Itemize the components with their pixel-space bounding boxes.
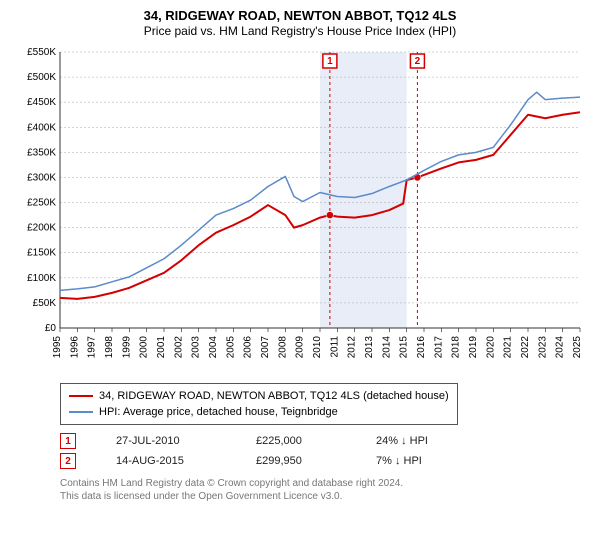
svg-text:2005: 2005 bbox=[225, 336, 236, 359]
svg-text:£250K: £250K bbox=[27, 198, 56, 209]
svg-text:2019: 2019 bbox=[468, 336, 479, 359]
svg-text:2011: 2011 bbox=[329, 336, 340, 358]
svg-text:£550K: £550K bbox=[27, 47, 56, 58]
svg-text:2009: 2009 bbox=[295, 336, 306, 359]
svg-text:2003: 2003 bbox=[191, 336, 202, 359]
svg-text:2024: 2024 bbox=[555, 336, 566, 359]
marker-badge: 2 bbox=[60, 453, 76, 469]
license-line-1: Contains HM Land Registry data © Crown c… bbox=[60, 477, 590, 490]
svg-text:1998: 1998 bbox=[104, 336, 115, 359]
svg-text:2017: 2017 bbox=[433, 336, 444, 359]
legend-swatch bbox=[69, 411, 93, 413]
svg-text:£500K: £500K bbox=[27, 72, 56, 83]
chart-container: 34, RIDGEWAY ROAD, NEWTON ABBOT, TQ12 4L… bbox=[0, 0, 600, 560]
svg-text:2010: 2010 bbox=[312, 336, 323, 359]
marker-row: 1 27-JUL-2010 £225,000 24% ↓ HPI bbox=[60, 433, 590, 449]
svg-text:2006: 2006 bbox=[243, 336, 254, 359]
svg-text:£350K: £350K bbox=[27, 147, 56, 158]
legend-label: 34, RIDGEWAY ROAD, NEWTON ABBOT, TQ12 4L… bbox=[99, 388, 449, 404]
marker-diff: 24% ↓ HPI bbox=[376, 435, 466, 447]
svg-text:2004: 2004 bbox=[208, 336, 219, 359]
svg-text:2020: 2020 bbox=[485, 336, 496, 359]
svg-text:2023: 2023 bbox=[537, 336, 548, 359]
legend-label: HPI: Average price, detached house, Teig… bbox=[99, 404, 338, 420]
svg-text:£450K: £450K bbox=[27, 97, 56, 108]
marker-diff: 7% ↓ HPI bbox=[376, 455, 466, 467]
legend-box: 34, RIDGEWAY ROAD, NEWTON ABBOT, TQ12 4L… bbox=[60, 383, 458, 425]
marker-price: £299,950 bbox=[256, 455, 336, 467]
svg-text:1: 1 bbox=[327, 56, 333, 67]
svg-text:1997: 1997 bbox=[87, 336, 98, 359]
svg-text:2007: 2007 bbox=[260, 336, 271, 359]
svg-text:2013: 2013 bbox=[364, 336, 375, 359]
svg-text:1996: 1996 bbox=[69, 336, 80, 359]
svg-text:2014: 2014 bbox=[381, 336, 392, 359]
svg-text:2021: 2021 bbox=[503, 336, 514, 359]
legend-swatch bbox=[69, 395, 93, 397]
svg-text:2022: 2022 bbox=[520, 336, 531, 359]
chart-area: £0 £50K £100K £150K £200K £250K £300K £350K £400… bbox=[10, 44, 590, 379]
svg-text:2016: 2016 bbox=[416, 336, 427, 359]
svg-text:£0: £0 bbox=[45, 323, 57, 334]
svg-text:£300K: £300K bbox=[27, 172, 56, 183]
svg-text:2012: 2012 bbox=[347, 336, 358, 359]
svg-text:2002: 2002 bbox=[173, 336, 184, 359]
svg-text:£200K: £200K bbox=[27, 223, 56, 234]
footer-block: 34, RIDGEWAY ROAD, NEWTON ABBOT, TQ12 4L… bbox=[10, 383, 590, 503]
marker-price: £225,000 bbox=[256, 435, 336, 447]
page-subtitle: Price paid vs. HM Land Registry's House … bbox=[10, 24, 590, 38]
marker-date: 27-JUL-2010 bbox=[116, 435, 216, 447]
marker-row: 2 14-AUG-2015 £299,950 7% ↓ HPI bbox=[60, 453, 590, 469]
svg-text:2015: 2015 bbox=[399, 336, 410, 359]
legend-item: HPI: Average price, detached house, Teig… bbox=[69, 404, 449, 420]
marker-table: 1 27-JUL-2010 £225,000 24% ↓ HPI 2 14-AUG-201… bbox=[60, 433, 590, 469]
license-text: Contains HM Land Registry data © Crown c… bbox=[60, 477, 590, 503]
svg-text:2001: 2001 bbox=[156, 336, 167, 359]
svg-text:£150K: £150K bbox=[27, 248, 56, 259]
svg-text:£400K: £400K bbox=[27, 122, 56, 133]
svg-text:2018: 2018 bbox=[451, 336, 462, 359]
legend-item: 34, RIDGEWAY ROAD, NEWTON ABBOT, TQ12 4L… bbox=[69, 388, 449, 404]
svg-text:2008: 2008 bbox=[277, 336, 288, 359]
svg-text:1999: 1999 bbox=[121, 336, 132, 359]
marker-badge: 1 bbox=[60, 433, 76, 449]
marker-date: 14-AUG-2015 bbox=[116, 455, 216, 467]
line-chart: £0 £50K £100K £150K £200K £250K £300K £350K £400… bbox=[10, 44, 590, 374]
license-line-2: This data is licensed under the Open Gov… bbox=[60, 490, 590, 503]
svg-text:2025: 2025 bbox=[572, 336, 583, 359]
svg-text:2000: 2000 bbox=[139, 336, 150, 359]
page-title: 34, RIDGEWAY ROAD, NEWTON ABBOT, TQ12 4L… bbox=[10, 8, 590, 23]
svg-text:1995: 1995 bbox=[52, 336, 63, 359]
svg-text:2: 2 bbox=[415, 56, 421, 67]
svg-text:£50K: £50K bbox=[33, 298, 57, 309]
svg-text:£100K: £100K bbox=[27, 273, 56, 284]
